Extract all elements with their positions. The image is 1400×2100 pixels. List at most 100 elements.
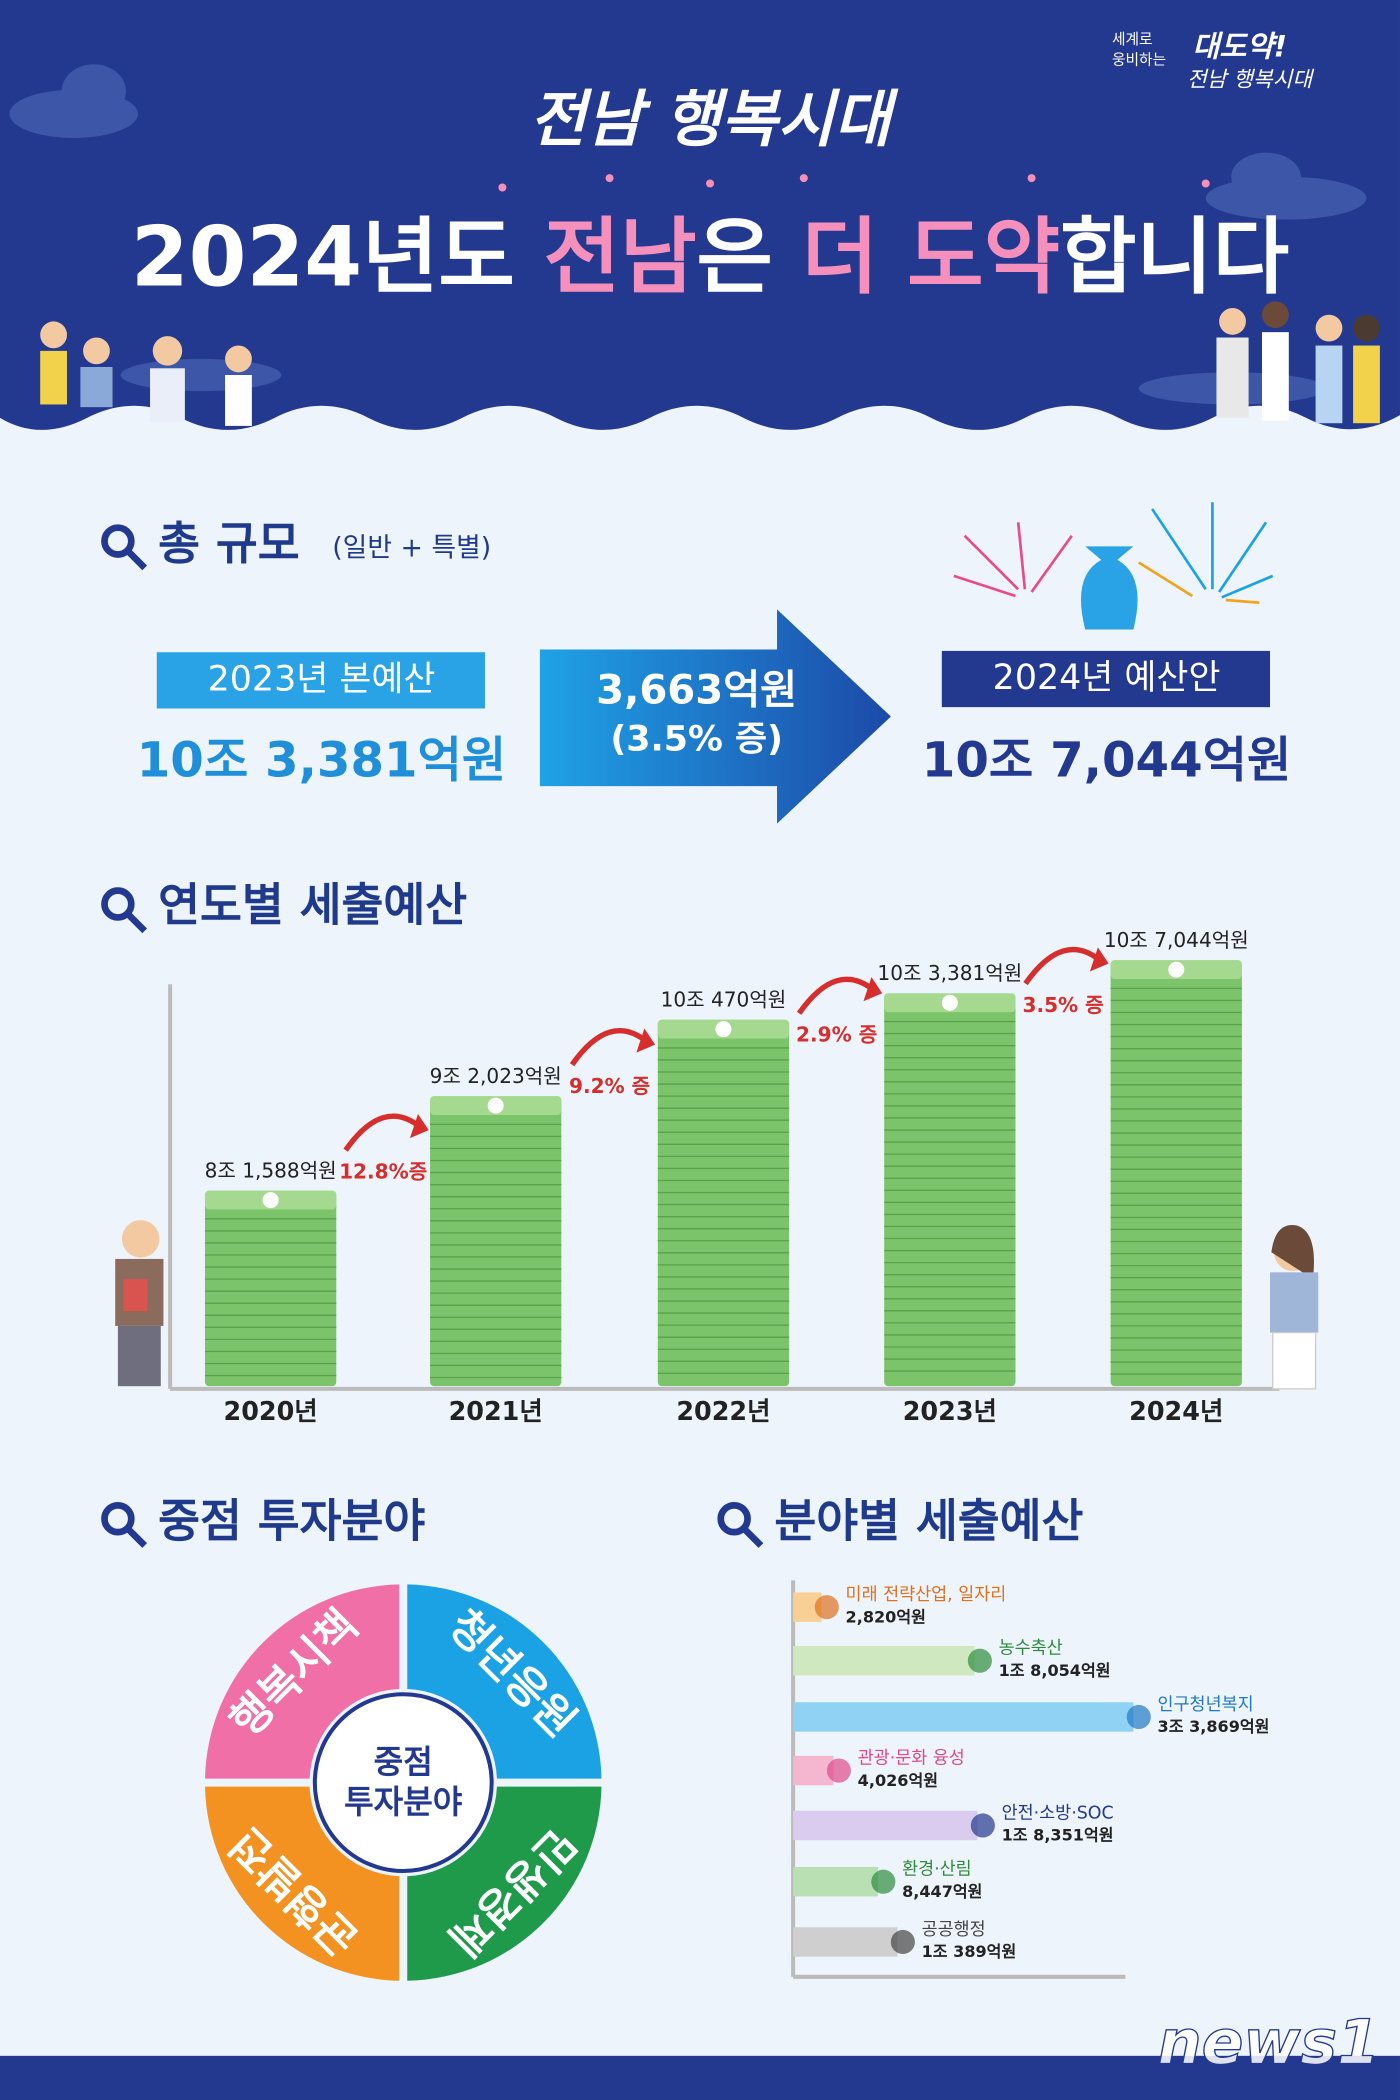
category-label: 관광·문화 융성 xyxy=(858,1749,965,1769)
value-label: 2,820억원 xyxy=(846,1607,926,1626)
growth-label: 12.8%증 xyxy=(339,1159,427,1183)
increase-arrow xyxy=(539,609,891,824)
section-subtitle: (일반 + 특별) xyxy=(332,533,491,564)
footer-band xyxy=(0,2055,1400,2100)
section-title: 중점 투자분야 xyxy=(158,1495,425,1548)
category-label: 환경·산림 xyxy=(902,1860,972,1880)
won-badge xyxy=(941,994,958,1011)
corner-text: 웅비하는 xyxy=(1112,51,1166,68)
growth-arrow xyxy=(796,976,876,1015)
corner-text: 대도약! xyxy=(1192,30,1287,64)
growth-arrow xyxy=(569,1028,649,1067)
title-part: 합니다 xyxy=(1060,208,1289,305)
amount: 10조 3,381억원 xyxy=(137,732,507,788)
focus-segment xyxy=(205,1786,400,1981)
increase-rate: (3.5% 증) xyxy=(610,720,783,760)
bar xyxy=(657,1019,790,1387)
watermark: news1 xyxy=(1158,2007,1380,2079)
bar xyxy=(430,1096,562,1387)
bar xyxy=(1110,960,1242,1387)
growth-label: 3.5% 증 xyxy=(1022,993,1103,1017)
value-label: 1조 8,054억원 xyxy=(999,1661,1111,1680)
x-tick-label: 2020년 xyxy=(224,1397,318,1427)
bar xyxy=(793,1927,898,1957)
section-title: 총 규모 xyxy=(158,517,300,570)
growth-arrowhead xyxy=(863,977,883,1002)
value-label: 10조 7,044억원 xyxy=(1104,928,1249,952)
corner-text: 전남 행복시대 xyxy=(1187,67,1314,92)
won-badge xyxy=(1168,961,1185,978)
title-part: 2024년도 xyxy=(131,208,544,305)
category-label: 안전·소방·SOC xyxy=(1002,1803,1114,1823)
label-box xyxy=(941,650,1271,708)
money-bag xyxy=(1080,546,1138,630)
amount: 10조 7,044억원 xyxy=(922,732,1292,788)
title-part: 전남 xyxy=(544,208,697,305)
value-label: 1조 389억원 xyxy=(922,1942,1017,1961)
focus-center xyxy=(312,1692,494,1874)
category-label: 인구청년복지 xyxy=(1158,1695,1254,1715)
category-icon xyxy=(871,1869,896,1894)
growth-arrow xyxy=(1023,946,1103,986)
value-label: 4,026억원 xyxy=(858,1771,938,1790)
growth-arrowhead xyxy=(409,1114,429,1139)
bar xyxy=(793,1645,975,1676)
focus-segment xyxy=(205,1584,400,1779)
focus-segment xyxy=(407,1786,602,1981)
focus-center-label: 중점 xyxy=(374,1743,433,1781)
won-badge xyxy=(262,1192,279,1209)
category-icon xyxy=(970,1813,995,1838)
value-label: 10조 470억원 xyxy=(661,988,787,1012)
growth-arrowhead xyxy=(1089,947,1109,972)
label-box xyxy=(156,652,485,709)
corner-text: 세계로 xyxy=(1112,31,1153,48)
bar xyxy=(793,1810,978,1841)
growth-label: 2.9% 증 xyxy=(796,1023,877,1047)
value-label: 3조 3,869억원 xyxy=(1158,1717,1270,1736)
category-label: 공공행정 xyxy=(922,1920,986,1940)
category-label: 농수축산 xyxy=(999,1639,1063,1659)
magnifier-icon xyxy=(101,1502,764,1548)
category-icon xyxy=(826,1758,851,1783)
increase-amount: 3,663억원 xyxy=(596,667,797,713)
section-title: 분야별 세출예산 xyxy=(774,1495,1083,1548)
category-icon xyxy=(814,1595,839,1620)
value-label: 9조 2,023억원 xyxy=(430,1064,562,1088)
header-band xyxy=(0,0,1400,430)
magnifier-icon xyxy=(101,887,148,934)
x-tick-label: 2021년 xyxy=(449,1397,543,1427)
value-label: 8조 1,588억원 xyxy=(205,1158,337,1182)
value-label: 1조 8,351억원 xyxy=(1002,1826,1114,1845)
bar xyxy=(204,1190,337,1387)
focus-center-label: 투자분야 xyxy=(344,1783,463,1821)
category-icon xyxy=(1126,1704,1151,1730)
category-label: 미래 전략산업, 일자리 xyxy=(846,1585,1007,1605)
bar xyxy=(793,1755,834,1786)
x-tick-label: 2023년 xyxy=(903,1397,997,1427)
x-tick-label: 2022년 xyxy=(676,1397,770,1427)
section-title: 연도별 세출예산 xyxy=(158,879,467,932)
magnifier-icon xyxy=(101,524,148,571)
main-title: 2024년도 전남은 더 도약합니다 xyxy=(131,208,1289,305)
focus-segment xyxy=(407,1584,602,1779)
growth-label: 9.2% 증 xyxy=(569,1074,650,1098)
value-label: 10조 3,381억원 xyxy=(877,961,1022,985)
x-tick-label: 2024년 xyxy=(1129,1397,1223,1427)
value-label: 8,447억원 xyxy=(902,1882,982,1901)
presenter-left xyxy=(115,1220,164,1387)
title-part: 더 도약 xyxy=(802,208,1060,305)
bar xyxy=(793,1702,1134,1732)
box-label: 2024년 예산안 xyxy=(993,658,1221,698)
fireworks xyxy=(953,502,1274,605)
people-illustration xyxy=(40,301,1380,426)
dots xyxy=(498,174,1210,192)
growth-arrow xyxy=(343,1113,423,1152)
bar xyxy=(793,1866,878,1897)
won-badge xyxy=(715,1021,732,1038)
won-badge xyxy=(487,1097,504,1114)
growth-arrowhead xyxy=(636,1028,656,1053)
category-icon xyxy=(967,1648,992,1673)
box-label: 2023년 본예산 xyxy=(208,659,436,699)
